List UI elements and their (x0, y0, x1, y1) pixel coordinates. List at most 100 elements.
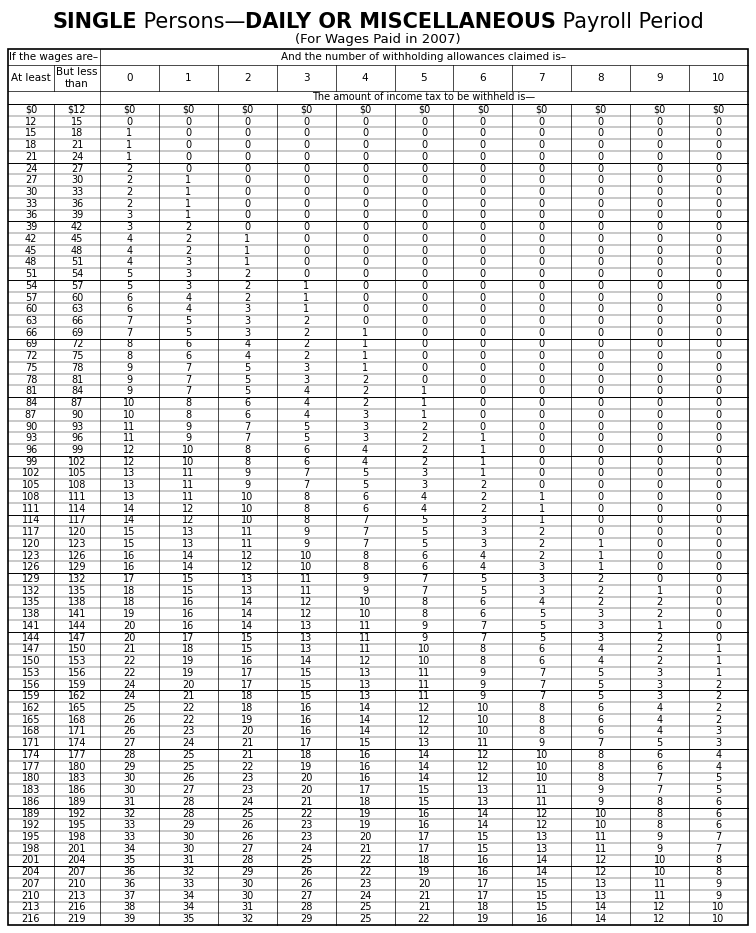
Text: 2: 2 (362, 398, 368, 408)
Text: 0: 0 (421, 363, 427, 373)
Text: 0: 0 (539, 222, 545, 232)
Text: 0: 0 (362, 304, 368, 314)
Text: 0: 0 (539, 199, 545, 209)
Text: 171: 171 (22, 738, 40, 748)
Text: 25: 25 (359, 914, 371, 924)
Text: 60: 60 (25, 304, 37, 314)
Text: 10: 10 (300, 563, 312, 572)
Text: 7: 7 (480, 621, 486, 631)
Text: 171: 171 (68, 727, 86, 736)
Text: 75: 75 (71, 351, 83, 361)
Text: 25: 25 (182, 750, 194, 760)
Text: 1: 1 (421, 398, 427, 408)
Text: 5: 5 (303, 433, 309, 443)
Text: 22: 22 (182, 703, 194, 713)
Text: 16: 16 (359, 761, 371, 772)
Text: 114: 114 (22, 515, 40, 525)
Text: 18: 18 (477, 902, 489, 912)
Text: 5: 5 (420, 73, 427, 83)
Text: 10: 10 (182, 457, 194, 466)
Text: 14: 14 (359, 715, 371, 725)
Text: 12: 12 (536, 820, 548, 830)
Text: 1: 1 (480, 457, 486, 466)
Text: 0: 0 (715, 140, 722, 150)
Text: 35: 35 (123, 856, 135, 866)
Text: 96: 96 (25, 445, 37, 455)
Text: 14: 14 (477, 820, 489, 830)
Text: 0: 0 (480, 363, 486, 373)
Text: 0: 0 (480, 340, 486, 350)
Text: 1: 1 (598, 539, 604, 549)
Text: 26: 26 (123, 727, 135, 736)
Text: 8: 8 (421, 597, 427, 607)
Text: 195: 195 (68, 820, 86, 830)
Text: 12: 12 (653, 914, 666, 924)
Text: 6: 6 (715, 809, 722, 818)
Text: 0: 0 (480, 152, 486, 161)
Text: 72: 72 (71, 340, 83, 350)
Text: 15: 15 (477, 843, 489, 854)
Text: 0: 0 (421, 316, 427, 326)
Text: 3: 3 (185, 269, 191, 279)
Text: 141: 141 (22, 621, 40, 631)
Text: 126: 126 (22, 563, 40, 572)
Text: 6: 6 (421, 563, 427, 572)
Text: 0: 0 (656, 351, 663, 361)
Text: 1: 1 (303, 304, 309, 314)
Text: 3: 3 (244, 304, 250, 314)
Text: 2: 2 (597, 586, 604, 596)
Text: 0: 0 (656, 245, 663, 256)
Text: 0: 0 (598, 527, 604, 537)
Text: 18: 18 (182, 645, 194, 654)
Text: 2: 2 (715, 703, 722, 713)
Text: 14: 14 (182, 563, 194, 572)
Text: 16: 16 (182, 597, 194, 607)
Text: 6: 6 (656, 761, 663, 772)
Text: 114: 114 (68, 504, 86, 514)
Text: 0: 0 (656, 539, 663, 549)
Text: 13: 13 (418, 738, 430, 748)
Text: 0: 0 (656, 375, 663, 384)
Text: 0: 0 (656, 480, 663, 490)
Text: 0: 0 (656, 152, 663, 161)
Text: 11: 11 (595, 832, 607, 842)
Text: (For Wages Paid in 2007): (For Wages Paid in 2007) (295, 33, 461, 46)
Text: 210: 210 (22, 891, 40, 900)
Text: 0: 0 (480, 222, 486, 232)
Text: 201: 201 (22, 856, 40, 866)
Text: 9: 9 (126, 386, 132, 397)
Text: 0: 0 (421, 222, 427, 232)
Text: 13: 13 (595, 879, 607, 889)
Text: 22: 22 (418, 914, 430, 924)
Text: 19: 19 (182, 656, 194, 666)
Text: 5: 5 (539, 633, 545, 643)
Text: 0: 0 (539, 410, 545, 420)
Text: 8: 8 (656, 797, 663, 807)
Text: 0: 0 (715, 468, 722, 479)
Text: 23: 23 (359, 879, 371, 889)
Text: 0: 0 (656, 258, 663, 268)
Text: 2: 2 (597, 574, 604, 584)
Text: 20: 20 (182, 679, 194, 689)
Text: 51: 51 (71, 258, 83, 268)
Text: 27: 27 (182, 786, 194, 795)
Text: 9: 9 (480, 691, 486, 702)
Text: 5: 5 (597, 691, 604, 702)
Text: 3: 3 (362, 410, 368, 420)
Text: 0: 0 (715, 563, 722, 572)
Text: 16: 16 (300, 715, 312, 725)
Text: 69: 69 (25, 340, 37, 350)
Text: 1: 1 (185, 199, 191, 209)
Text: 30: 30 (123, 786, 135, 795)
Text: 20: 20 (123, 633, 135, 643)
Text: 1: 1 (656, 621, 663, 631)
Text: 12: 12 (477, 750, 489, 760)
Text: 156: 156 (22, 679, 40, 689)
Text: If the wages are–: If the wages are– (9, 52, 98, 62)
Text: 0: 0 (539, 293, 545, 302)
Text: 4: 4 (185, 293, 191, 302)
Text: 0: 0 (362, 316, 368, 326)
Text: 36: 36 (71, 199, 83, 209)
Text: 1: 1 (598, 563, 604, 572)
Text: 4: 4 (656, 715, 663, 725)
